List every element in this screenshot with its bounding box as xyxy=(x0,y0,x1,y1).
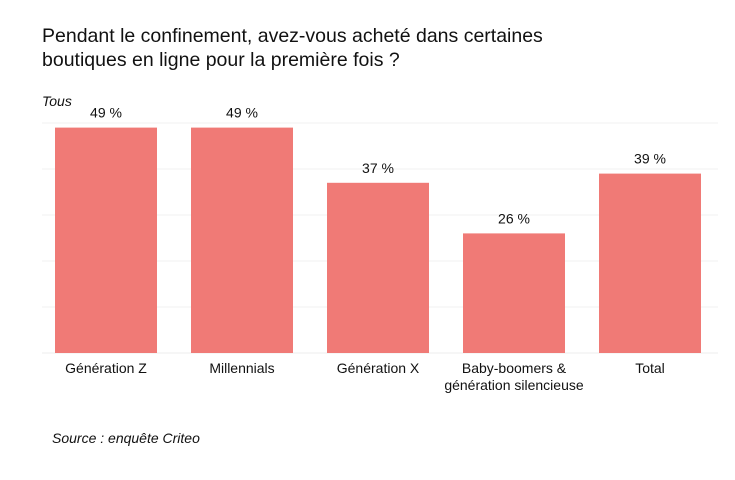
category-labels: Génération Z Millennials Génération X Baby-… xyxy=(65,360,665,393)
value-label-4: 26 % xyxy=(498,210,530,226)
chart-subtitle: Tous xyxy=(42,93,72,109)
bar-3 xyxy=(327,182,429,353)
value-label-1: 49 % xyxy=(90,105,122,121)
category-label-5: Total xyxy=(635,360,665,376)
value-label-3: 37 % xyxy=(362,160,394,176)
bar-2 xyxy=(191,127,293,353)
chart-title-line-2: boutiques en ligne pour la première fois… xyxy=(42,49,400,71)
category-label-4: Baby-boomers & génération silencieuse xyxy=(444,360,584,393)
chart-title-line-1: Pendant le confinement, avez-vous acheté… xyxy=(42,25,543,47)
category-label-2: Millennials xyxy=(209,360,274,376)
category-label-1: Génération Z xyxy=(65,360,147,376)
value-labels: 49 % 49 % 37 % 26 % 39 % xyxy=(90,105,666,227)
chart-title: Pendant le confinement, avez-vous acheté… xyxy=(42,24,682,72)
value-label-2: 49 % xyxy=(226,105,258,121)
bar-1 xyxy=(55,127,157,353)
source-note: Source : enquête Criteo xyxy=(52,430,200,446)
category-label-3: Génération X xyxy=(337,360,420,376)
value-label-5: 39 % xyxy=(634,151,666,167)
bar-5 xyxy=(599,173,701,353)
bars xyxy=(55,127,701,353)
bar-4 xyxy=(463,233,565,353)
